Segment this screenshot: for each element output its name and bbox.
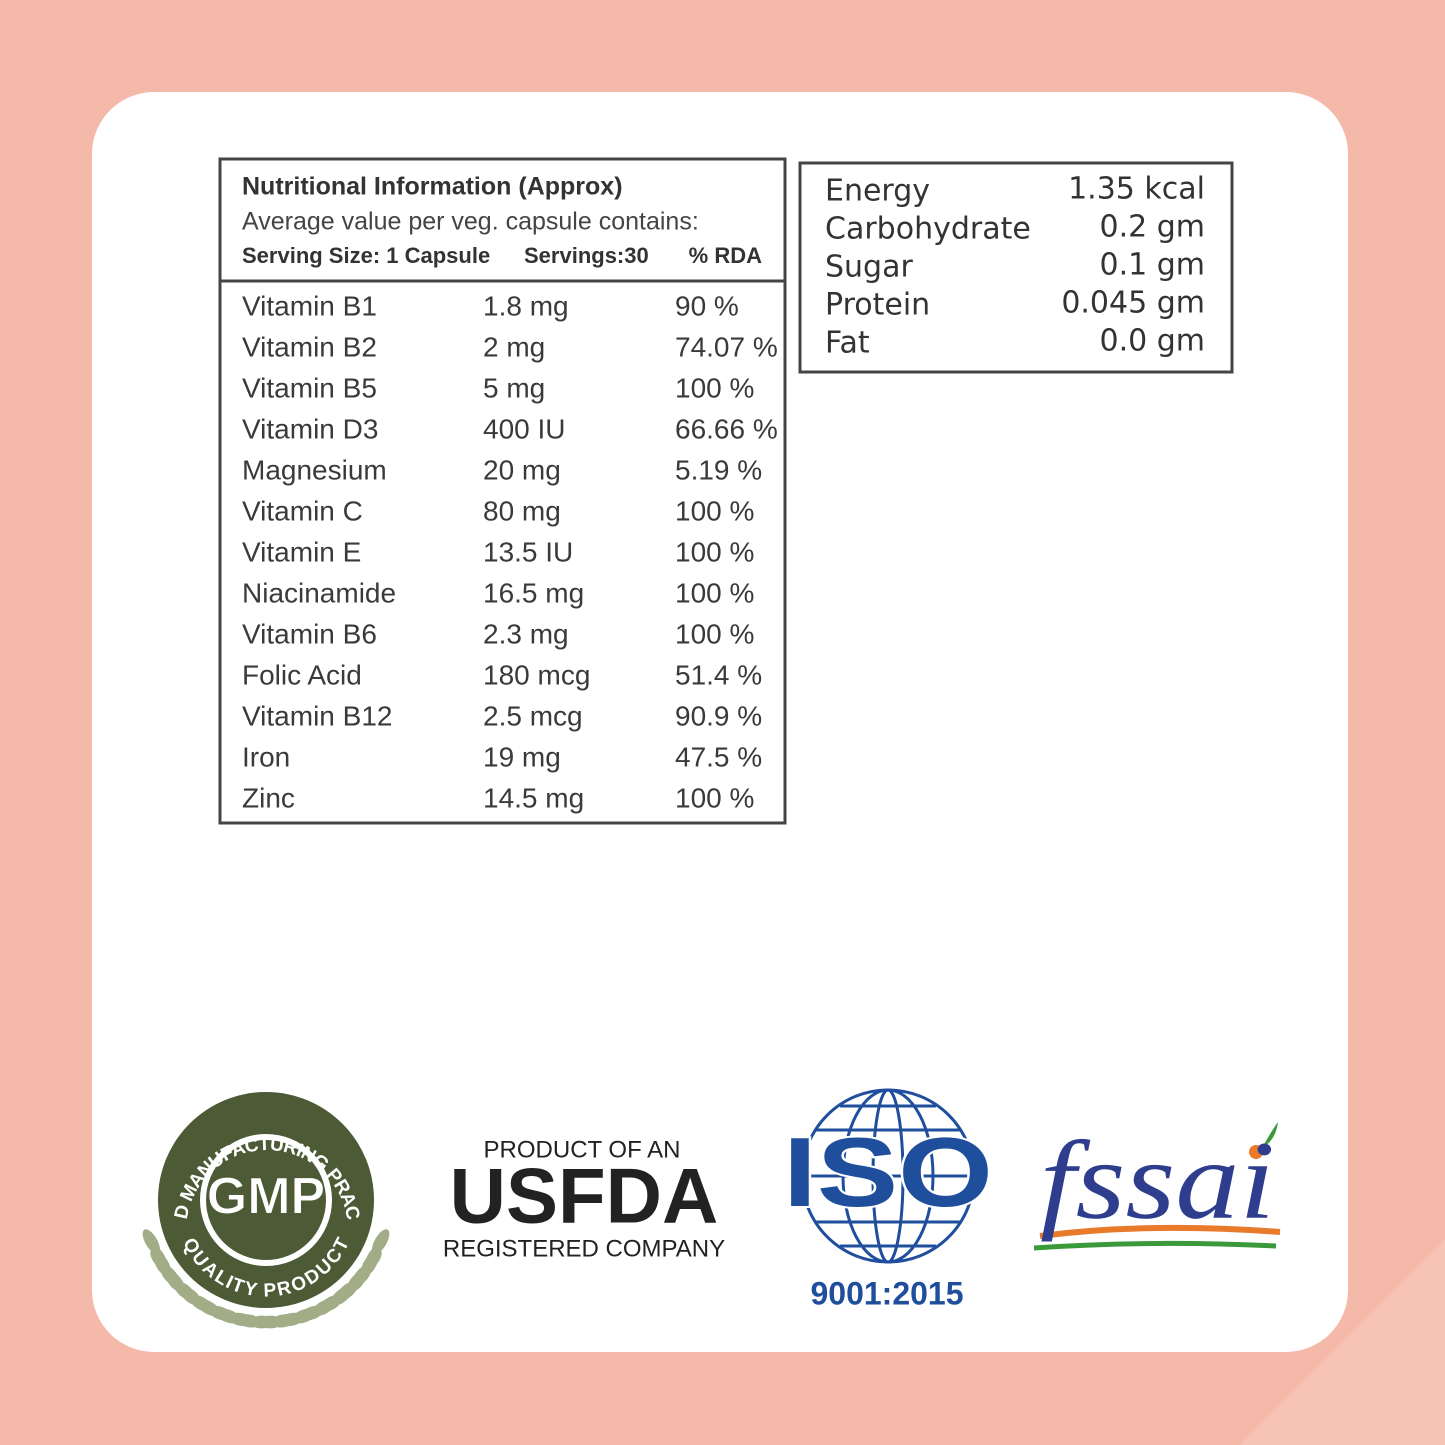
nutrient-name: Vitamin B6 (242, 618, 377, 649)
energy-label: Carbohydrate (825, 212, 1031, 247)
nutrient-rda: 66.66 % (675, 413, 778, 444)
fssai-leaf (1262, 1122, 1278, 1148)
fssai-swoosh-green (1033, 1240, 1277, 1251)
energy-label: Protein (825, 288, 930, 323)
usfda-bottom: REGISTERED COMPANY (443, 1235, 725, 1262)
laurel-leaf (334, 1282, 355, 1305)
serving-size: Serving Size: 1 Capsule (242, 243, 490, 268)
laurel-leaf (152, 1247, 168, 1275)
nutrient-name: Vitamin B2 (242, 331, 377, 362)
gmp-center: GMP (207, 1168, 325, 1226)
energy-value: 0.0 gm (1099, 324, 1205, 359)
energy-value: 0.1 gm (1099, 248, 1205, 283)
nutrient-name: Iron (242, 741, 290, 772)
nutrient-amount: 2.3 mg (483, 618, 569, 649)
usfda-name: USFDA (450, 1152, 719, 1240)
nutrient-amount: 2.5 mcg (483, 700, 583, 731)
fssai-dot (1249, 1145, 1263, 1159)
energy-label: Energy (825, 174, 930, 209)
nutrient-rda: 100 % (675, 577, 754, 608)
nutrient-rda: 90.9 % (675, 700, 762, 731)
nutrient-name: Folic Acid (242, 659, 362, 690)
nutrient-name: Magnesium (242, 454, 387, 485)
nutrient-rda: 100 % (675, 782, 754, 813)
nutrient-amount: 2 mg (483, 331, 545, 362)
nutrient-name: Vitamin B12 (242, 700, 392, 731)
energy-value: 0.2 gm (1099, 210, 1205, 245)
nutrient-amount: 180 mcg (483, 659, 590, 690)
iso-logo (800, 1088, 976, 1264)
nutrient-name: Vitamin E (242, 536, 361, 567)
nutrient-name: Vitamin B5 (242, 372, 377, 403)
nutrient-rda: 47.5 % (675, 741, 762, 772)
laurel-leaf (273, 1312, 301, 1328)
nutrient-amount: 19 mg (483, 741, 561, 772)
nutrient-rda: 51.4 % (675, 659, 762, 690)
iso-name: ISO (783, 1117, 993, 1227)
nutrient-rda: 100 % (675, 618, 754, 649)
nutrient-rda: 5.19 % (675, 454, 762, 485)
servings: Servings:30 (524, 243, 649, 268)
nutrient-amount: 13.5 IU (483, 536, 573, 567)
nutrient-name: Vitamin B1 (242, 290, 377, 321)
laurel-leaf (211, 1305, 237, 1324)
nutrient-amount: 400 IU (483, 413, 566, 444)
nutrient-amount: 14.5 mg (483, 782, 584, 813)
energy-label: Fat (825, 326, 870, 361)
nutrient-rda: 90 % (675, 290, 739, 321)
nutrition-rows: Vitamin B1 1.8 mg 90 % Vitamin B2 2 mg 74.07 … (242, 290, 778, 813)
nutrient-name: Vitamin C (242, 495, 363, 526)
laurel-leaf (177, 1282, 198, 1305)
nutrient-amount: 20 mg (483, 454, 561, 485)
laurel-leaf (295, 1305, 321, 1324)
card (92, 92, 1348, 1352)
nutrient-amount: 80 mg (483, 495, 561, 526)
nutrient-name: Vitamin D3 (242, 413, 378, 444)
energy-box (798, 161, 1234, 374)
table-subtitle: Average value per veg. capsule contains: (242, 208, 699, 236)
nutrition-box (218, 157, 787, 825)
nutrient-name: Niacinamide (242, 577, 396, 608)
energy-value: 1.35 kcal (1068, 172, 1205, 207)
laurel-leaf (350, 1265, 369, 1291)
laurel-leaf (315, 1295, 339, 1316)
nutrient-rda: 100 % (675, 495, 754, 526)
laurel-leaf (163, 1265, 182, 1291)
iso-standard: 9001:2015 (810, 1275, 963, 1311)
fssai-name: fssai (1040, 1119, 1275, 1243)
nutrient-amount: 16.5 mg (483, 577, 584, 608)
nutrient-amount: 1.8 mg (483, 290, 569, 321)
nutrient-rda: 74.07 % (675, 331, 778, 362)
bg-accent (1240, 1240, 1445, 1445)
laurel-leaf (231, 1312, 259, 1328)
table-title: Nutritional Information (Approx) (242, 173, 623, 201)
laurel-leaf (364, 1247, 380, 1275)
nutrient-amount: 5 mg (483, 372, 545, 403)
nutrient-name: Zinc (242, 782, 295, 813)
usfda-top: PRODUCT OF AN (484, 1136, 681, 1163)
energy-value: 0.045 gm (1061, 286, 1205, 321)
rda-header: % RDA (689, 243, 762, 268)
energy-rows: Energy 1.35 kcal Carbohydrate 0.2 gm Sugar 0.… (825, 172, 1205, 361)
energy-label: Sugar (825, 250, 913, 285)
nutrient-rda: 100 % (675, 372, 754, 403)
fssai-swoosh-orange (1039, 1224, 1281, 1239)
laurel-leaf (252, 1315, 280, 1329)
nutrient-rda: 100 % (675, 536, 754, 567)
laurel-leaf (193, 1295, 217, 1316)
